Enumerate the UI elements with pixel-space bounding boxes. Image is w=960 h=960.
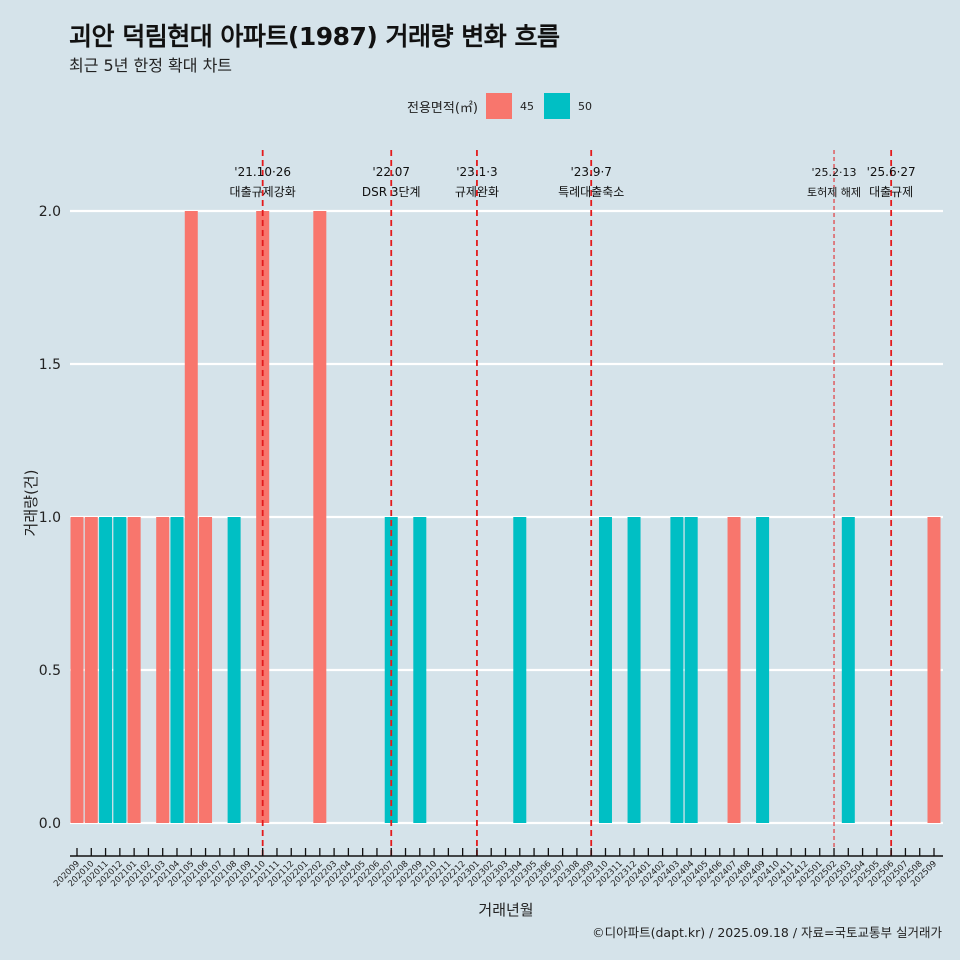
x-axis: 2020092020102020112020122021012021022021… — [52, 848, 943, 889]
bars — [70, 211, 941, 823]
bar-202202-45 — [313, 211, 327, 823]
annotation-date: '22.07 — [372, 165, 410, 179]
annotations: '21.10·26 대출규제강화 '22.07 DSR 3단계 '23.1·3 규제완화 '… — [230, 165, 916, 199]
gridlines — [70, 209, 943, 825]
bar-202010-45 — [84, 517, 98, 823]
y-tick-label: 1.0 — [39, 510, 61, 526]
y-tick-label: 1.5 — [39, 357, 61, 373]
annotation-label: DSR 3단계 — [362, 185, 421, 199]
legend-label-45: 45 — [519, 99, 534, 113]
legend-swatch-45 — [485, 93, 512, 119]
bar-202403-50 — [670, 517, 684, 823]
bar-202509-45 — [927, 517, 941, 823]
bar-202110-45 — [256, 211, 270, 823]
y-axis: 0.0 0.5 1.0 1.5 2.0 — [39, 204, 61, 832]
annotation-label: 대출규제 — [869, 185, 913, 199]
legend-swatch-50 — [543, 93, 570, 119]
y-tick-label: 0.0 — [39, 816, 61, 832]
bar-202101-45 — [127, 517, 141, 823]
bar-202209-50 — [413, 517, 427, 823]
annotation-label: 특례대출축소 — [558, 185, 624, 199]
bar-202108-50 — [227, 517, 241, 823]
caption: ©디아파트(dapt.kr) / 2025.09.18 / 자료=국토교통부 실… — [592, 925, 942, 940]
bar-202011-50 — [99, 517, 113, 823]
annotation-date: '21.10·26 — [234, 165, 291, 179]
bar-202503-50 — [841, 517, 855, 823]
annotation-date: '23.1·3 — [456, 165, 497, 179]
annotation-date: '25.2·13 — [812, 166, 857, 179]
bar-202304-50 — [513, 517, 527, 823]
policy-lines — [261, 150, 893, 856]
bar-202409-50 — [756, 517, 770, 823]
y-tick-label: 0.5 — [39, 663, 61, 679]
bar-202404-50 — [684, 517, 698, 823]
chart-subtitle: 최근 5년 한정 확대 차트 — [69, 56, 233, 75]
annotation-date: '23.9·7 — [570, 165, 611, 179]
chart-title: 괴안 덕림현대 아파트(1987) 거래량 변화 흐름 — [69, 22, 560, 51]
annotation-label: 토허제 해제 — [807, 185, 861, 199]
legend: 전용면적(㎡) 45 50 — [407, 93, 602, 119]
legend-title: 전용면적(㎡) — [407, 100, 478, 116]
bar-202012-50 — [113, 517, 127, 823]
x-axis-label: 거래년월 — [478, 901, 533, 919]
bar-202106-45 — [199, 517, 213, 823]
annotation-date: '25.6·27 — [867, 165, 916, 179]
y-axis-label: 거래량(건) — [22, 470, 40, 537]
annotation-label: 규제완화 — [455, 185, 499, 199]
bar-202104-50 — [170, 517, 184, 823]
legend-label-50: 50 — [577, 99, 592, 113]
bar-202103-45 — [156, 517, 170, 823]
annotation-label: 대출규제강화 — [230, 185, 296, 199]
bar-202407-45 — [727, 517, 741, 823]
bar-202105-45 — [184, 211, 198, 823]
bar-202312-50 — [627, 517, 641, 823]
y-tick-label: 2.0 — [39, 204, 61, 220]
bar-202009-45 — [70, 517, 84, 823]
bar-202310-50 — [598, 517, 612, 823]
